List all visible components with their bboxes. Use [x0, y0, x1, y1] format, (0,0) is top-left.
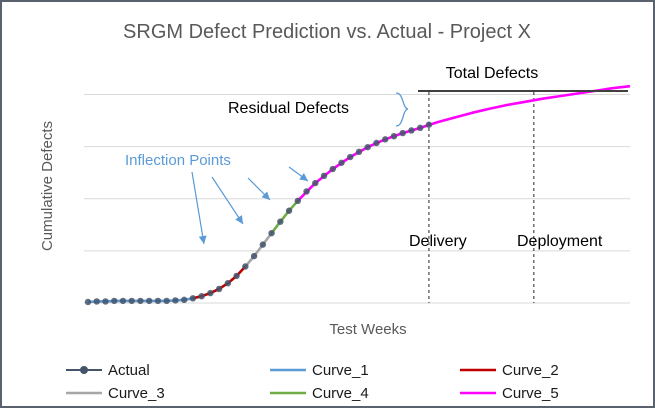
- actual-point: [145, 297, 153, 305]
- legend-label: Curve_5: [502, 385, 559, 402]
- actual-point: [198, 293, 205, 300]
- legend-label: Curve_2: [502, 362, 559, 379]
- arrow-shaft: [191, 171, 205, 245]
- arrow-head: [261, 191, 270, 200]
- legend-item-curve-3: Curve_3: [66, 385, 165, 402]
- actual-point: [303, 188, 310, 195]
- residual-defects-brace: [395, 92, 409, 127]
- gridlines: [84, 93, 630, 304]
- residual-defects-label: Residual Defects: [228, 100, 349, 117]
- actual-point: [408, 127, 415, 134]
- deployment-label: Deployment: [517, 233, 603, 250]
- actual-point: [268, 229, 275, 237]
- arrow-shaft: [211, 176, 244, 225]
- actual-point: [259, 241, 267, 248]
- x-axis-label: Test Weeks: [329, 321, 406, 338]
- actual-point: [312, 179, 319, 187]
- inflection-points-label: Inflection Points: [125, 152, 231, 169]
- actual-point: [224, 279, 232, 287]
- actual-point: [277, 218, 284, 225]
- actual-point: [154, 297, 162, 305]
- total-defects-label: Total Defects: [446, 65, 538, 82]
- actual-point: [364, 143, 371, 151]
- legend-label: Curve_4: [312, 385, 369, 402]
- delivery-label: Delivery: [409, 233, 467, 250]
- actual-point: [233, 272, 240, 280]
- actual-point: [347, 153, 354, 161]
- actual-point: [329, 165, 336, 173]
- legend-item-curve-2: Curve_2: [460, 362, 559, 379]
- inflection-arrows: [191, 166, 309, 245]
- legend-label: Curve_1: [312, 362, 369, 379]
- legend-item-curve-5: Curve_5: [460, 385, 559, 402]
- actual-point: [128, 297, 135, 305]
- chart-title: SRGM Defect Prediction vs. Actual - Proj…: [123, 21, 531, 43]
- series-layer: [87, 84, 631, 304]
- milestone-lines: [428, 92, 535, 303]
- legend-item-curve-1: Curve_1: [270, 362, 369, 379]
- actual-point: [119, 297, 127, 305]
- actual-point: [215, 285, 223, 293]
- actual-point: [242, 263, 249, 270]
- actual-point: [373, 139, 380, 147]
- actual-point: [102, 298, 109, 305]
- actual-point: [189, 295, 197, 302]
- actual-point: [390, 132, 398, 140]
- actual-point: [84, 298, 92, 306]
- actual-point: [399, 129, 406, 137]
- arrow-head: [198, 235, 207, 244]
- actual-point: [207, 289, 214, 297]
- arrow-head: [299, 173, 308, 181]
- legend-item-curve-4: Curve_4: [270, 385, 369, 402]
- series-line-curve-3: [244, 232, 273, 268]
- y-axis-label: Cumulative Defects: [39, 121, 56, 251]
- actual-point: [180, 296, 188, 304]
- actual-point: [137, 297, 144, 305]
- actual-point: [382, 136, 389, 143]
- actual-point: [172, 297, 179, 304]
- actual-point: [320, 172, 328, 180]
- actual-point: [93, 298, 100, 305]
- actual-point: [355, 148, 363, 156]
- actual-point: [163, 297, 170, 305]
- actual-point: [294, 197, 302, 205]
- series-line-curve-5: [296, 84, 631, 202]
- actual-point: [285, 207, 293, 214]
- actual-point: [416, 124, 424, 132]
- actual-points: [84, 121, 433, 306]
- legend-marker: [80, 366, 88, 374]
- actual-point: [250, 252, 258, 260]
- arrow-head: [235, 215, 243, 224]
- legend: Actual Curve_1 Curve_2 Curve_3 Curve_4 Curve_…: [66, 362, 559, 402]
- legend-label: Curve_3: [108, 385, 165, 402]
- actual-point: [111, 297, 118, 305]
- actual-point: [338, 159, 345, 166]
- legend-item-actual: Actual: [66, 362, 150, 379]
- series-line-curve-4: [270, 199, 299, 234]
- legend-label: Actual: [108, 362, 150, 379]
- actual-point: [425, 121, 433, 128]
